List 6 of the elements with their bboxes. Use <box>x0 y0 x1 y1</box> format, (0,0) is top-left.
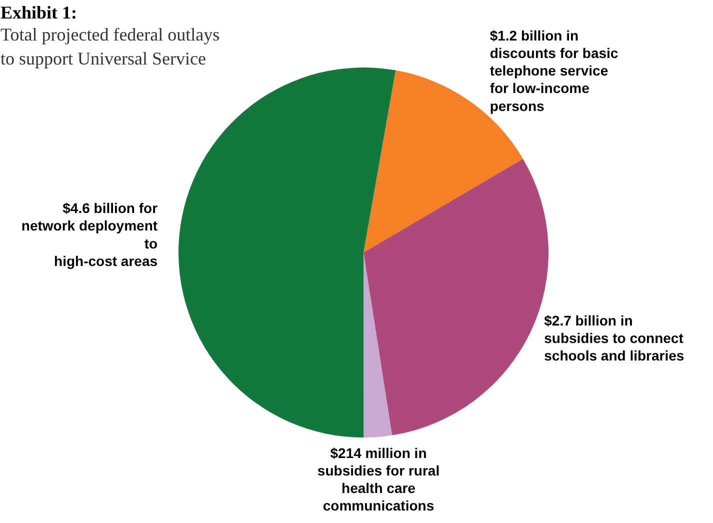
slice-label: $214 million in subsidies for rural health care communications <box>317 444 440 514</box>
slice-label: $1.2 billion in discounts for basic telephone service for low-income persons <box>490 27 618 114</box>
slice-label: $4.6 billion for network deployment to high-cost areas <box>21 200 158 269</box>
chart-title: Exhibit 1: <box>0 2 78 22</box>
chart-subtitle: Total projected federal outlays to support Universal Service <box>0 24 220 68</box>
slice-label: $2.7 billion in subsidies to connect schools and libraries <box>544 312 684 364</box>
